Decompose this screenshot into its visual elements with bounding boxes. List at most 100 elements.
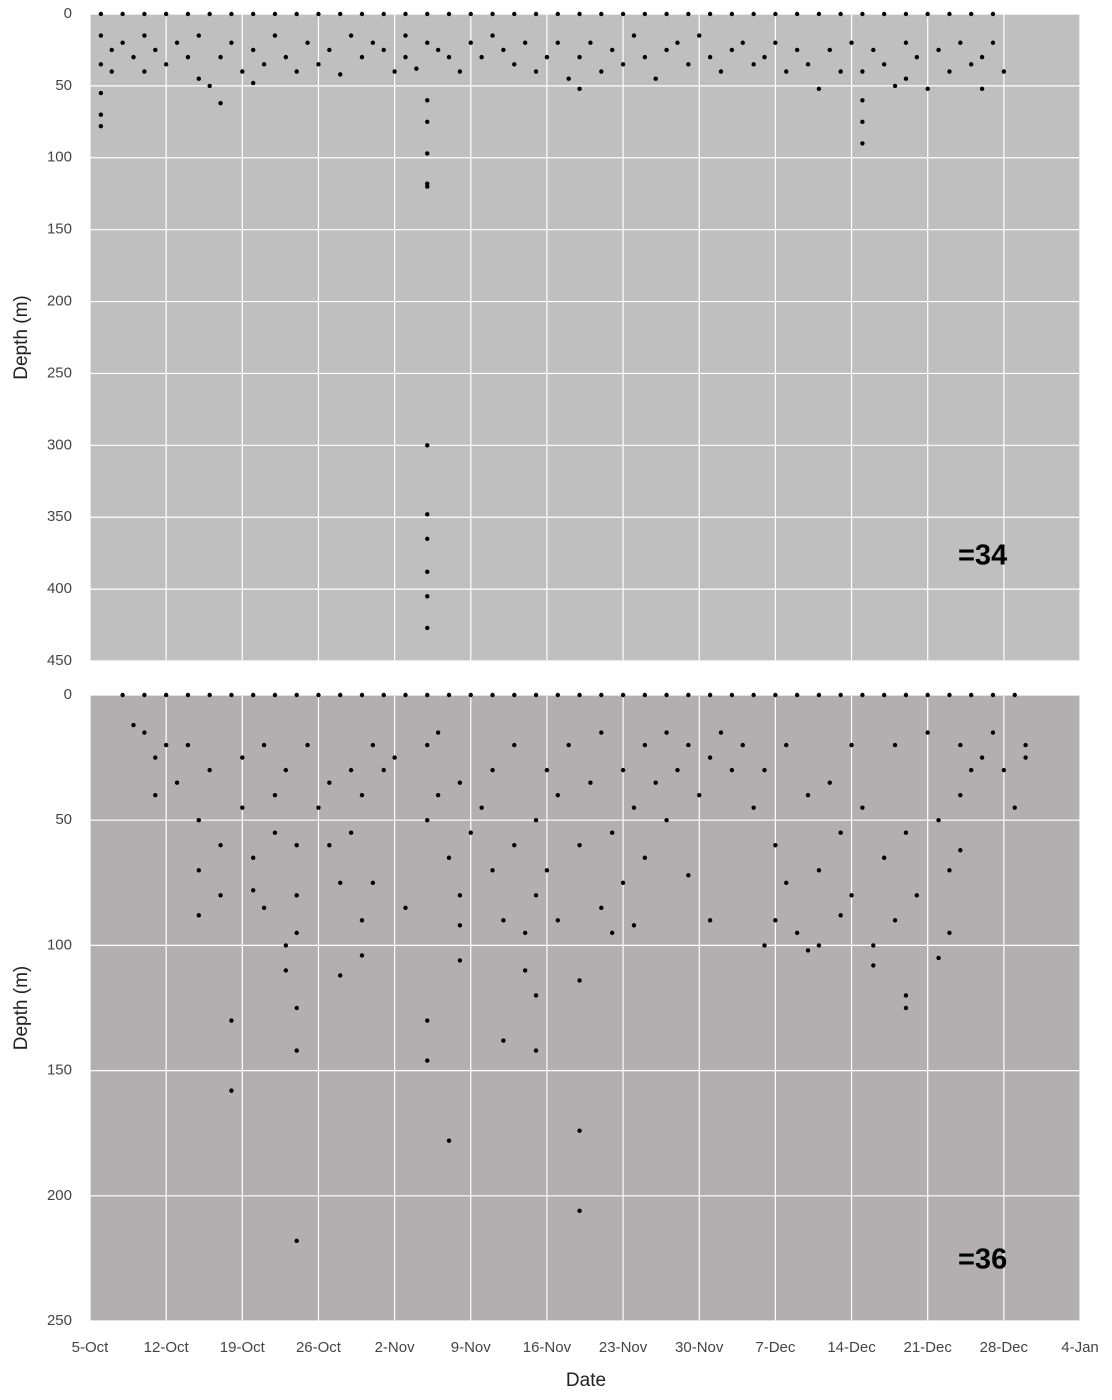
data-point: [881, 11, 887, 17]
data-point: [979, 755, 985, 760]
data-point: [294, 1048, 299, 1053]
data-point: [620, 11, 626, 17]
data-point: [958, 742, 963, 748]
data-point: [446, 54, 452, 60]
data-point: [860, 69, 865, 74]
data-point: [577, 1208, 582, 1214]
data-point: [522, 968, 528, 973]
data-point: [196, 818, 201, 823]
data-point: [838, 692, 843, 698]
x-tick-label: 26-Oct: [296, 1339, 342, 1356]
data-point: [599, 69, 604, 74]
data-point: [903, 1005, 909, 1011]
data-point: [425, 119, 430, 125]
data-point: [316, 805, 321, 810]
data-point: [936, 818, 941, 823]
data-point: [773, 918, 778, 923]
data-point: [555, 792, 561, 798]
data-point: [816, 868, 822, 873]
data-point: [794, 930, 800, 936]
data-point: [501, 1038, 506, 1043]
data-point: [969, 11, 974, 17]
data-point: [686, 742, 691, 748]
data-point: [588, 40, 593, 45]
data-point: [490, 33, 495, 38]
data-point: [109, 69, 114, 74]
data-point: [751, 692, 756, 698]
x-tick-label: 9-Nov: [451, 1339, 492, 1356]
data-point: [272, 11, 278, 17]
data-point: [163, 62, 169, 67]
data-point: [370, 742, 376, 748]
data-point: [609, 830, 615, 835]
data-point: [207, 767, 212, 773]
data-point: [533, 993, 539, 998]
data-point: [229, 692, 234, 698]
data-point: [849, 40, 854, 45]
data-point: [250, 692, 256, 698]
data-point: [805, 792, 811, 798]
data-point: [914, 893, 920, 898]
data-point: [990, 11, 996, 17]
data-point: [1023, 755, 1028, 760]
data-point: [425, 98, 430, 103]
data-point: [707, 11, 713, 17]
data-point: [751, 11, 756, 17]
data-point: [359, 692, 365, 698]
y-tick-label: 250: [47, 364, 72, 381]
data-point: [1012, 805, 1017, 810]
data-point: [860, 11, 865, 17]
y-tick-label: 300: [47, 436, 72, 453]
data-point: [914, 54, 920, 60]
data-point: [577, 54, 582, 60]
data-point: [425, 569, 430, 575]
data-point: [381, 692, 386, 698]
data-point: [425, 742, 430, 748]
data-point: [446, 855, 452, 860]
data-point: [294, 69, 299, 74]
data-point: [555, 918, 561, 923]
data-point: [338, 973, 343, 978]
data-point: [816, 692, 822, 698]
data-point: [522, 40, 528, 45]
data-point: [990, 730, 996, 735]
data-point: [903, 40, 909, 45]
data-point: [794, 11, 800, 17]
data-point: [392, 755, 397, 760]
data-point: [1001, 767, 1007, 773]
data-point: [261, 742, 267, 748]
data-point: [729, 692, 735, 698]
data-point: [327, 780, 332, 785]
data-point: [261, 905, 267, 911]
data-point: [468, 692, 473, 698]
data-point: [490, 767, 495, 773]
data-point: [729, 47, 735, 53]
data-point: [925, 730, 930, 735]
data-point: [969, 692, 974, 698]
data-point: [457, 780, 463, 785]
data-point: [773, 843, 778, 848]
data-point: [381, 767, 386, 773]
data-point: [631, 805, 637, 810]
data-point: [468, 40, 473, 45]
data-point: [794, 692, 800, 698]
data-point: [425, 1058, 430, 1063]
data-point: [533, 818, 539, 823]
data-point: [599, 730, 604, 735]
y-tick-label: 250: [47, 1312, 72, 1329]
data-point: [620, 767, 626, 773]
data-point: [892, 918, 898, 923]
data-point: [686, 62, 691, 67]
data-point: [816, 11, 822, 17]
data-point: [185, 742, 191, 748]
data-point: [457, 923, 463, 928]
data-point: [359, 953, 365, 958]
data-point: [338, 692, 343, 698]
y-axis-label: Depth (m): [11, 295, 32, 379]
plot-area: [90, 14, 1080, 661]
data-point: [599, 692, 604, 698]
data-point: [446, 692, 452, 698]
data-point: [196, 33, 201, 38]
data-point: [425, 1018, 430, 1023]
y-axis-label: Depth (m): [11, 966, 32, 1050]
